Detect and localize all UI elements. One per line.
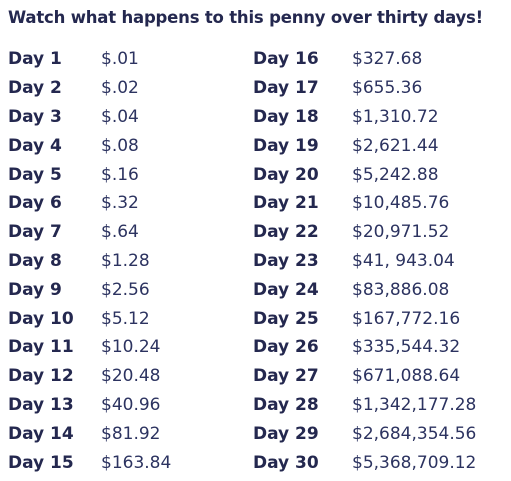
day-row: Day 17 $655.36 [253, 74, 476, 103]
day-label: Day 7 [8, 222, 62, 243]
day-row: Day 10 $5.12 [8, 304, 171, 333]
day-amount: $1.28 [101, 250, 150, 271]
day-label: Day 1 [8, 49, 62, 70]
day-amount: $.16 [101, 164, 139, 185]
day-row: Day 5 $.16 [8, 160, 171, 189]
day-row: Day 16 $327.68 [253, 45, 476, 74]
day-row: Day 25 $167,772.16 [253, 304, 476, 333]
day-amount: $655.36 [352, 78, 423, 99]
day-label: Day 15 [8, 452, 74, 473]
day-label: Day 19 [253, 135, 319, 156]
day-row: Day 2 $.02 [8, 74, 171, 103]
day-label: Day 3 [8, 106, 62, 127]
day-amount: $5,242.88 [352, 164, 439, 185]
day-amount: $.02 [101, 78, 139, 99]
day-row: Day 15 $163.84 [8, 448, 171, 477]
day-row: Day 9 $2.56 [8, 275, 171, 304]
day-label: Day 20 [253, 164, 319, 185]
day-amount: $20.48 [101, 366, 161, 387]
day-label: Day 23 [253, 250, 319, 271]
day-row: Day 11 $10.24 [8, 333, 171, 362]
day-row: Day 12 $20.48 [8, 362, 171, 391]
day-amount: $2.56 [101, 279, 150, 300]
day-row: Day 7 $.64 [8, 218, 171, 247]
day-amount: $10,485.76 [352, 193, 450, 214]
day-row: Day 1 $.01 [8, 45, 171, 74]
day-label: Day 9 [8, 279, 62, 300]
day-label: Day 13 [8, 394, 74, 415]
day-amount: $671,088.64 [352, 366, 461, 387]
day-amount: $41, 943.04 [352, 250, 455, 271]
day-amount: $167,772.16 [352, 308, 461, 329]
day-label: Day 24 [253, 279, 319, 300]
day-row: Day 14 $81.92 [8, 419, 171, 448]
day-label: Day 30 [253, 452, 319, 473]
day-row: Day 8 $1.28 [8, 247, 171, 276]
day-row: Day 24 $83,886.08 [253, 275, 476, 304]
day-label: Day 29 [253, 423, 319, 444]
day-amount: $.64 [101, 222, 139, 243]
day-row: Day 21 $10,485.76 [253, 189, 476, 218]
day-label: Day 11 [8, 337, 74, 358]
day-amount: $83,886.08 [352, 279, 450, 300]
day-label: Day 22 [253, 222, 319, 243]
day-row: Day 26 $335,544.32 [253, 333, 476, 362]
day-row: Day 23 $41, 943.04 [253, 247, 476, 276]
day-label: Day 17 [253, 78, 319, 99]
day-amount: $163.84 [101, 452, 172, 473]
day-label: Day 27 [253, 366, 319, 387]
day-amount: $.32 [101, 193, 139, 214]
day-amount: $.08 [101, 135, 139, 156]
day-amount: $.01 [101, 49, 139, 70]
day-amount: $.04 [101, 106, 139, 127]
day-row: Day 29 $2,684,354.56 [253, 419, 476, 448]
day-label: Day 14 [8, 423, 74, 444]
day-row: Day 30 $5,368,709.12 [253, 448, 476, 477]
day-label: Day 6 [8, 193, 62, 214]
day-amount: $40.96 [101, 394, 161, 415]
day-label: Day 10 [8, 308, 74, 329]
day-label: Day 2 [8, 78, 62, 99]
day-amount: $335,544.32 [352, 337, 461, 358]
day-row: Day 6 $.32 [8, 189, 171, 218]
day-amount: $20,971.52 [352, 222, 450, 243]
day-row: Day 22 $20,971.52 [253, 218, 476, 247]
day-label: Day 18 [253, 106, 319, 127]
day-label: Day 4 [8, 135, 62, 156]
day-label: Day 5 [8, 164, 62, 185]
page-title: Watch what happens to this penny over th… [8, 8, 484, 27]
day-amount: $81.92 [101, 423, 161, 444]
day-row: Day 18 $1,310.72 [253, 103, 476, 132]
day-amount: $5,368,709.12 [352, 452, 477, 473]
day-label: Day 16 [253, 49, 319, 70]
day-row: Day 20 $5,242.88 [253, 160, 476, 189]
day-row: Day 4 $.08 [8, 131, 171, 160]
day-amount: $2,621.44 [352, 135, 439, 156]
day-amount: $1,342,177.28 [352, 394, 477, 415]
day-amount: $1,310.72 [352, 106, 439, 127]
day-label: Day 21 [253, 193, 319, 214]
day-label: Day 12 [8, 366, 74, 387]
left-day-column: Day 1 $.01 Day 2 $.02 Day 3 $.04 Day 4 $.08 Day … [8, 45, 171, 477]
day-amount: $2,684,354.56 [352, 423, 477, 444]
day-amount: $5.12 [101, 308, 150, 329]
day-amount: $327.68 [352, 49, 423, 70]
day-label: Day 25 [253, 308, 319, 329]
right-day-column: Day 16 $327.68 Day 17 $655.36 Day 18 $1,310.7… [253, 45, 476, 477]
day-label: Day 28 [253, 394, 319, 415]
day-row: Day 27 $671,088.64 [253, 362, 476, 391]
day-row: Day 19 $2,621.44 [253, 131, 476, 160]
day-row: Day 3 $.04 [8, 103, 171, 132]
day-row: Day 13 $40.96 [8, 391, 171, 420]
day-label: Day 8 [8, 250, 62, 271]
day-amount: $10.24 [101, 337, 161, 358]
day-row: Day 28 $1,342,177.28 [253, 391, 476, 420]
day-label: Day 26 [253, 337, 319, 358]
